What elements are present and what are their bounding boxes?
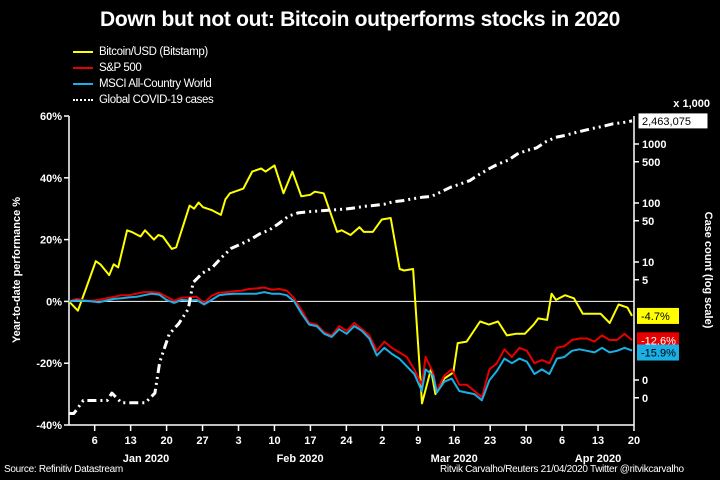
legend-item-sp500: S&P 500 xyxy=(73,60,213,76)
y-tick-label: 60% xyxy=(40,111,62,123)
end-label: -12.6% xyxy=(641,335,676,347)
end-label: -15.9% xyxy=(641,348,676,360)
y-tick-label: 40% xyxy=(40,173,62,185)
series-line-msci-all-country-world xyxy=(68,291,633,402)
month-label: Feb 2020 xyxy=(277,453,324,465)
y2-tick-label: 0 xyxy=(642,375,648,387)
x-tick-label: 23 xyxy=(484,435,496,447)
legend: Bitcoin/USD (Bitstamp) S&P 500 MSCI All-… xyxy=(73,44,214,108)
legend-swatch-covid xyxy=(73,99,93,101)
month-label: Mar 2020 xyxy=(431,453,478,465)
x-tick-label: 16 xyxy=(448,435,460,447)
chart-title: Down but not out: Bitcoin outperforms st… xyxy=(100,8,620,31)
x-tick-label: 3 xyxy=(235,435,241,447)
end-label: -4.7% xyxy=(641,311,670,323)
legend-label-msci: MSCI All-Country World xyxy=(99,78,212,90)
label-layer: -4.7% -12.6%-15.9% 2,463,075 xyxy=(637,112,709,361)
x-tick-label: 24 xyxy=(340,435,353,447)
y-tick-label: 20% xyxy=(40,235,62,247)
legend-item-covid: Global COVID-19 cases xyxy=(73,92,214,108)
credit-note: Ritvik Carvalho/Reuters 21/04/2020 Twitt… xyxy=(440,464,684,475)
y2-tick-label: 5 xyxy=(642,275,648,287)
y2-tick-label: 100 xyxy=(642,198,660,210)
series-line-s-p-500 xyxy=(68,286,633,399)
x-tick-label: 6 xyxy=(559,435,565,447)
x-tick-label: 9 xyxy=(415,435,421,447)
x-tick-label: 10 xyxy=(268,435,280,447)
y2-tick-label: 50 xyxy=(642,216,654,228)
y2-tick-label: 0 xyxy=(642,393,648,405)
series-line-global-covid-19-cases xyxy=(69,119,633,415)
x-tick-label: 30 xyxy=(520,435,532,447)
series-layer xyxy=(68,119,633,415)
legend-swatch-msci xyxy=(73,83,93,85)
covid-end-label: 2,463,075 xyxy=(642,116,691,128)
series-line-bitcoin-usd-bitstamp- xyxy=(68,164,633,405)
y2-tick-label: 10 xyxy=(642,257,654,269)
y-tick-label: 0% xyxy=(46,296,62,308)
y-tick-label: -20% xyxy=(36,358,62,370)
month-label: Apr 2020 xyxy=(575,453,621,465)
x-tick-label: 6 xyxy=(92,435,98,447)
y2-tick-label: 1000 xyxy=(642,139,666,151)
legend-label-covid: Global COVID-19 cases xyxy=(99,94,214,106)
x-tick-label: 17 xyxy=(304,435,316,447)
x-tick-label: 13 xyxy=(592,435,604,447)
x-tick-label: 27 xyxy=(196,435,208,447)
month-label: Jan 2020 xyxy=(123,453,169,465)
legend-label-bitcoin: Bitcoin/USD (Bitstamp) xyxy=(99,46,208,58)
y2-tick-label: 500 xyxy=(642,157,660,169)
y2-axis-title: Case count (log scale) xyxy=(702,212,714,329)
y-tick-label: -40% xyxy=(36,420,62,432)
covid-end-label-box xyxy=(637,112,709,130)
x-tick-label: 20 xyxy=(160,435,172,447)
x-tick-label: 13 xyxy=(125,435,137,447)
x-tick-label: 2 xyxy=(379,435,385,447)
source-note: Source: Refinitiv Datastream xyxy=(4,464,123,475)
legend-label-sp500: S&P 500 xyxy=(99,62,142,74)
end-label-box xyxy=(637,344,679,361)
x-tick-label: 20 xyxy=(628,435,640,447)
legend-swatch-bitcoin xyxy=(73,51,93,53)
legend-item-msci: MSCI All-Country World xyxy=(73,76,213,92)
legend-item-bitcoin: Bitcoin/USD (Bitstamp) xyxy=(73,44,213,60)
end-label-box xyxy=(637,332,679,349)
end-label-box xyxy=(637,307,679,324)
legend-swatch-sp500 xyxy=(73,67,93,69)
y2-unit-label: x 1,000 xyxy=(673,98,710,110)
y-axis-title: Year-to-date performance % xyxy=(11,197,23,343)
